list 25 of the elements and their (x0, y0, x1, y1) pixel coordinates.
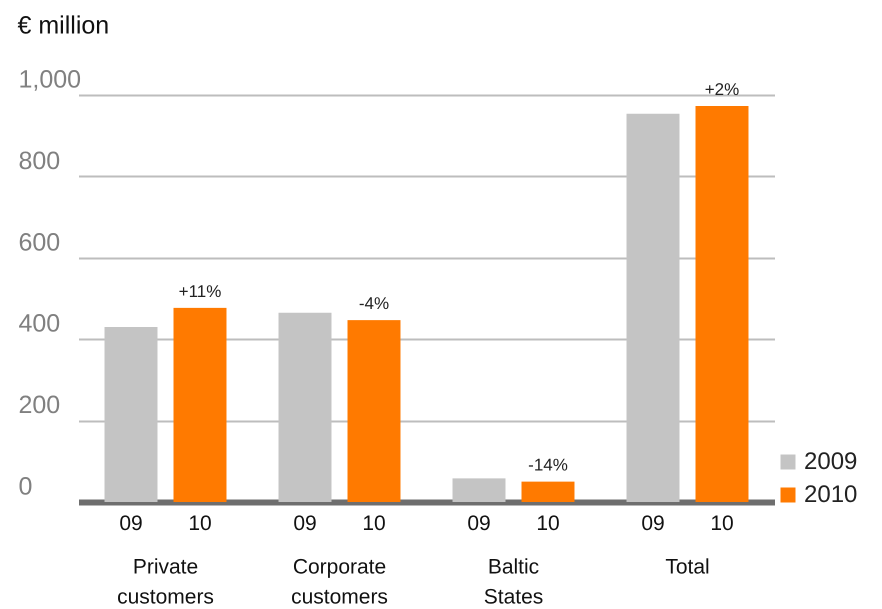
y-tick-label: 0 (18, 472, 32, 500)
y-tick-label: 800 (18, 146, 60, 175)
x-tick-label: Corporate customers (291, 556, 388, 608)
text: 10 (362, 512, 386, 535)
y-tick-label: 1,000 (18, 66, 82, 94)
text: 09 (293, 512, 317, 535)
y-axis-title: € million (18, 12, 110, 40)
y-tick-label: 600 (18, 228, 60, 256)
x-tick-label: Total (665, 556, 710, 578)
legend-label: 2009 (804, 448, 858, 475)
text: 09 (119, 512, 143, 535)
x-tick-label: Baltic States (484, 556, 544, 608)
annotation: +2% (704, 80, 740, 99)
text: 09 (467, 512, 491, 535)
x-tick-label: Private customers (117, 556, 214, 608)
annotation: -14% (528, 456, 568, 475)
annotation: -4% (358, 294, 390, 314)
legend-label: 2010 (804, 481, 858, 508)
text: 10 (710, 512, 734, 535)
annotation: +11% (178, 282, 222, 301)
text: 09 (641, 512, 665, 535)
y-tick-label: 400 (18, 310, 60, 338)
text: 10 (188, 512, 212, 535)
y-tick-label: 200 (18, 391, 60, 420)
text: 10 (536, 512, 560, 535)
